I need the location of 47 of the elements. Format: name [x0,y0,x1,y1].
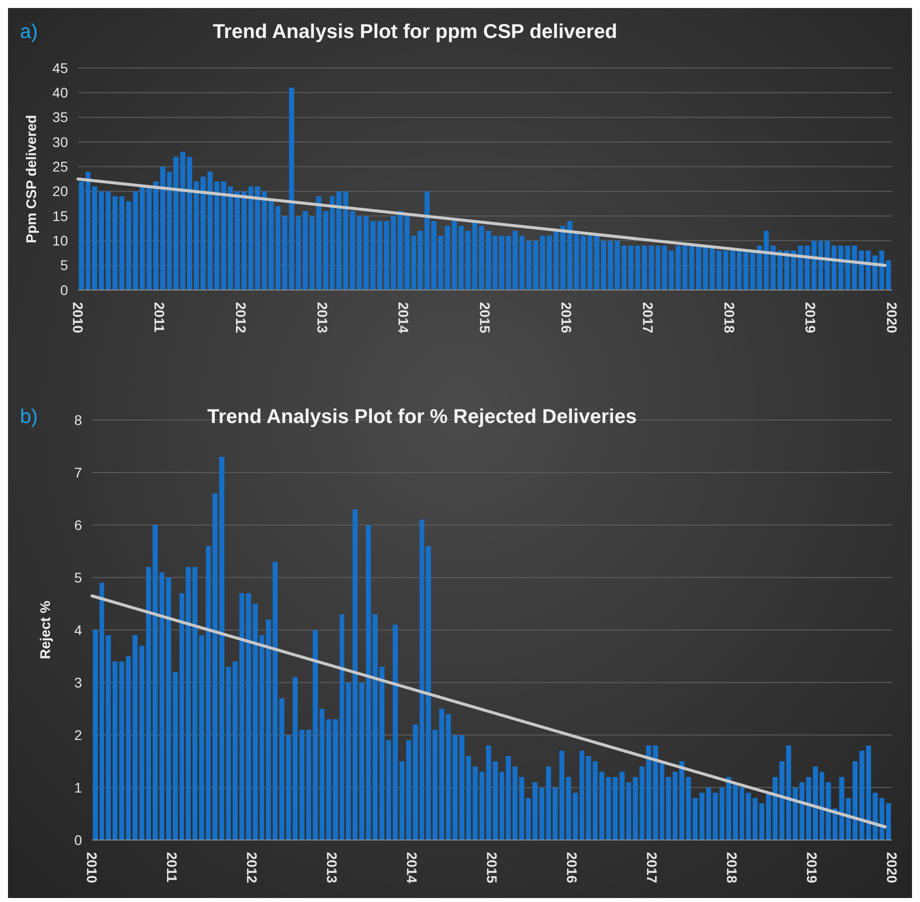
y-tick-label: 35 [52,109,68,126]
x-tick-label: 2017 [644,852,660,884]
x-tick-label: 2017 [640,302,656,334]
x-tick-label: 2010 [70,302,86,334]
x-tick-label: 2018 [724,852,740,884]
y-tick-label: 2 [74,726,82,743]
y-tick-label: 0 [60,282,68,298]
x-tick-label: 2012 [232,302,249,334]
x-tick-label: 2011 [164,852,180,883]
x-tick-label: 2019 [804,852,820,884]
x-tick-label: 2010 [84,852,100,884]
x-tick-label: 2016 [564,852,580,884]
y-tick-label: 8 [74,412,82,428]
text: b) [20,406,38,428]
y-tick-label: 1 [74,779,82,796]
y-tick-label: 5 [60,257,68,274]
x-tick-label: 2011 [151,302,168,333]
y-tick-label: 20 [52,183,68,200]
x-tick-label: 2012 [244,852,260,884]
x-tick-label: 2013 [324,852,340,884]
x-tick-label: 2019 [802,302,819,334]
y-tick-label: 5 [74,569,82,586]
y-tick-label: 25 [52,158,68,175]
chart-title: Trend Analysis Plot for ppm CSP delivered [212,21,618,43]
y-axis-title: Reject % [37,600,53,660]
y-tick-label: 3 [74,674,82,690]
y-tick-label: 40 [52,84,68,101]
text: a) [20,21,38,43]
x-tick-label: 2016 [558,302,574,334]
x-tick-label: 2013 [314,302,330,334]
x-tick-label: 2020 [884,852,900,884]
y-tick-label: 4 [74,622,82,638]
y-axis-title: Ppm CSP delivered [23,114,39,244]
y-tick-label: 30 [52,134,68,150]
x-tick-label: 2015 [477,302,494,334]
y-tick-label: 6 [74,516,82,533]
y-tick-label: 15 [52,208,68,224]
x-tick-label: 2014 [396,302,412,334]
y-tick-label: 45 [52,60,68,76]
y-tick-label: 0 [74,832,82,848]
y-tick-label: 7 [74,464,82,480]
x-tick-label: 2015 [484,852,500,884]
chart-title: Trend Analysis Plot for % Rejected Deliveries [207,406,637,428]
x-tick-label: 2018 [721,302,738,334]
x-tick-label: 2014 [404,852,420,884]
y-tick-label: 10 [52,232,68,249]
x-tick-label: 2020 [884,302,900,334]
